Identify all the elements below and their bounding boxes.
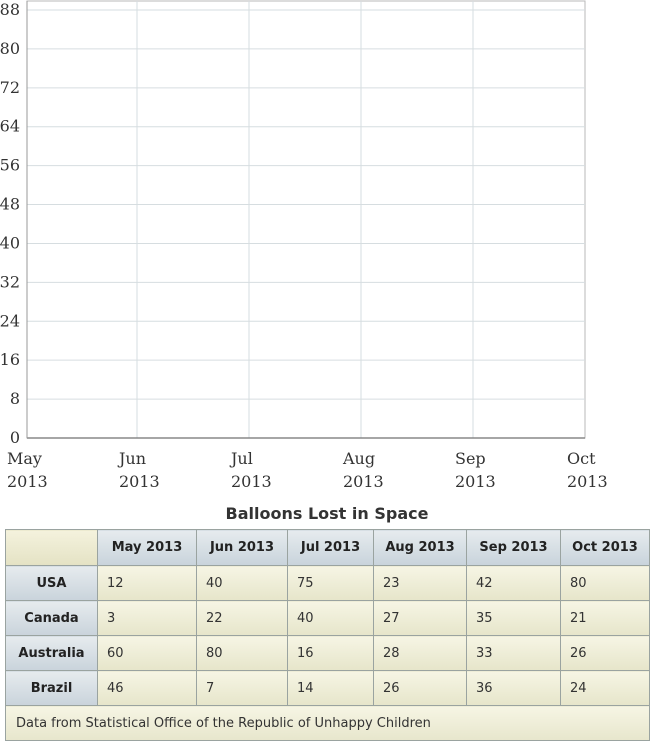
column-header: May 2013 [97,529,197,566]
column-header: Sep 2013 [466,529,561,566]
table-cell: 35 [466,600,561,636]
x-tick-label: 2013 [343,472,384,491]
table-row: Australia 60 80 16 28 33 26 [5,635,650,671]
y-tick-label: 88 [0,0,20,19]
row-header: Brazil [5,670,98,706]
table-cell: 40 [196,565,288,601]
table-cell: 14 [287,670,374,706]
table-cell: 28 [373,635,467,671]
row-header: Australia [5,635,98,671]
table-cell: 33 [466,635,561,671]
table-cell: 42 [466,565,561,601]
y-tick-label: 80 [0,39,20,58]
x-tick-label: May [7,449,42,468]
y-tick-label: 48 [0,195,20,214]
table-cell: 12 [97,565,197,601]
x-tick-label: Jul [229,449,253,468]
table-row: USA 12 40 75 23 42 80 [5,565,650,601]
column-header: Jun 2013 [196,529,288,566]
x-tick-label: 2013 [231,472,272,491]
line-chart: 0 8 16 24 32 40 48 56 64 72 80 88 May 2013 Jun 2013 Jul 2… [0,0,608,491]
table-cell: 60 [97,635,197,671]
data-source-note: Data from Statistical Office of the Repu… [5,705,650,741]
table-row: Brazil 46 7 14 26 36 24 [5,670,650,706]
table-footer-row: Data from Statistical Office of the Repu… [5,705,650,741]
table-header-row: May 2013 Jun 2013 Jul 2013 Aug 2013 Sep … [5,529,650,566]
table-cell: 80 [196,635,288,671]
x-tick-label: Oct [567,449,596,468]
table-cell: 22 [196,600,288,636]
row-header: Canada [5,600,98,636]
x-tick-label: Sep [455,449,486,468]
table-cell: 36 [466,670,561,706]
x-tick-label: 2013 [7,472,48,491]
y-tick-label: 16 [0,350,20,369]
table-cell: 75 [287,565,374,601]
x-tick-label: Jun [117,449,146,468]
column-header: Jul 2013 [287,529,374,566]
table-cell: 3 [97,600,197,636]
table-cell: 26 [560,635,650,671]
table-cell: 46 [97,670,197,706]
table-cell: 16 [287,635,374,671]
x-tick-label: 2013 [119,472,160,491]
column-header: Oct 2013 [560,529,650,566]
table-corner-cell [5,529,98,566]
table-cell: 80 [560,565,650,601]
x-tick-label: 2013 [567,472,608,491]
column-header: Aug 2013 [373,529,467,566]
table-cell: 27 [373,600,467,636]
row-header: USA [5,565,98,601]
table-row: Canada 3 22 40 27 35 21 [5,600,650,636]
table-cell: 7 [196,670,288,706]
table-title: Balloons Lost in Space [225,504,429,523]
chart-plot: 0 8 16 24 32 40 48 56 64 72 80 88 May 2013 Jun 2013 Jul 2… [0,0,608,491]
y-tick-label: 72 [0,78,20,97]
y-tick-label: 64 [0,117,20,136]
table-cell: 21 [560,600,650,636]
table-cell: 40 [287,600,374,636]
plot-frame [26,0,586,439]
y-tick-label: 24 [0,311,20,330]
y-tick-label: 0 [10,428,20,447]
table-cell: 23 [373,565,467,601]
x-tick-label: Aug [342,449,375,468]
y-tick-label: 40 [0,233,20,252]
table-cell: 26 [373,670,467,706]
x-tick-label: 2013 [455,472,496,491]
y-tick-label: 8 [10,389,20,408]
data-table: May 2013 Jun 2013 Jul 2013 Aug 2013 Sep … [5,529,650,741]
y-tick-label: 56 [0,156,20,175]
table-cell: 24 [560,670,650,706]
y-tick-label: 32 [0,272,20,291]
